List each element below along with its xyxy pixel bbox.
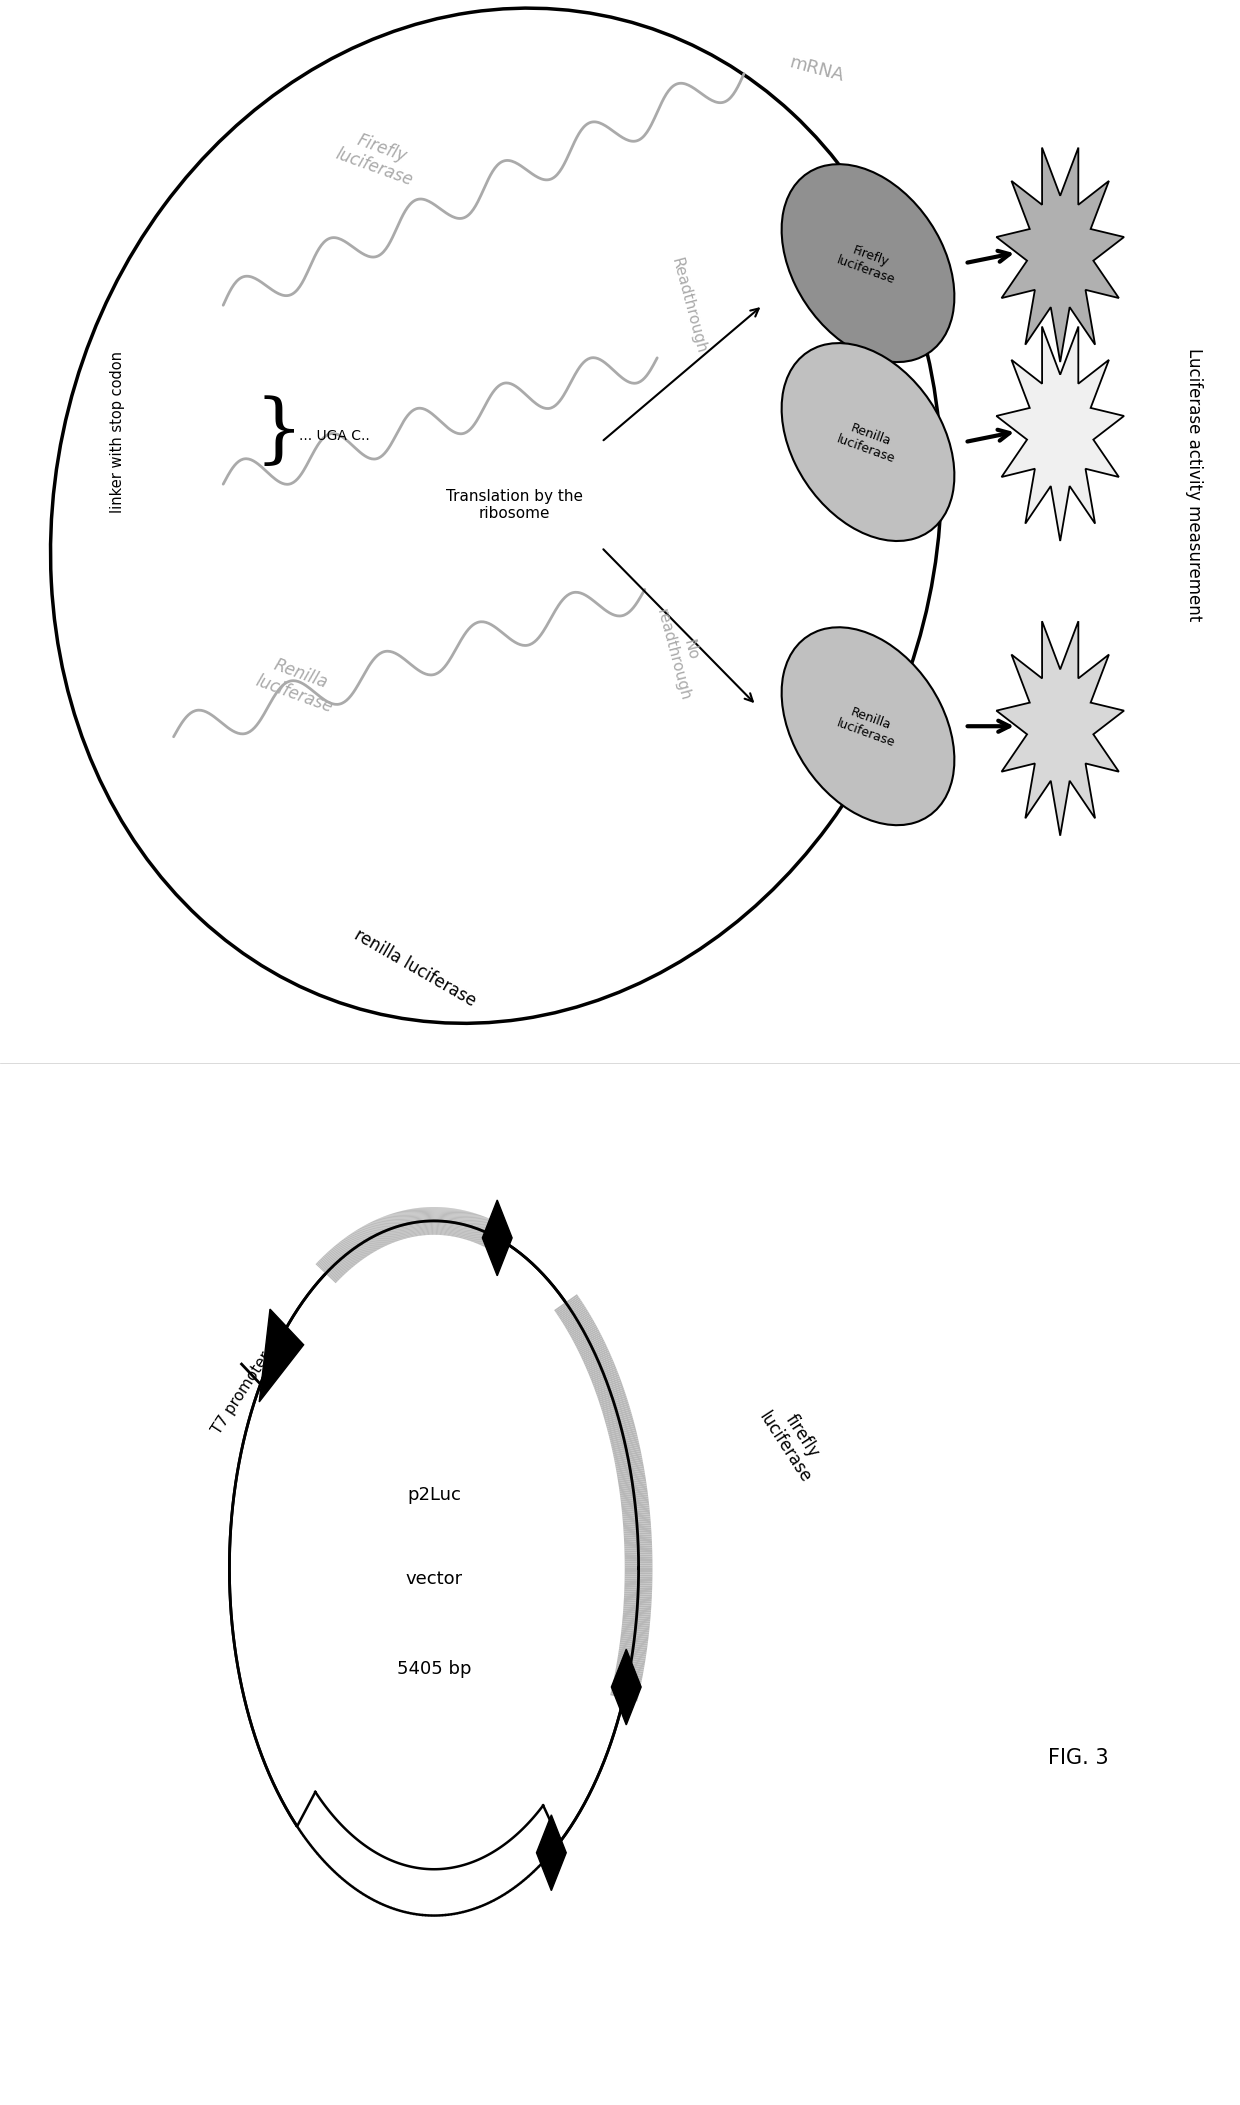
Polygon shape	[997, 326, 1123, 541]
Polygon shape	[537, 1815, 567, 1890]
Text: Renilla
luciferase: Renilla luciferase	[835, 419, 901, 465]
Ellipse shape	[781, 627, 955, 825]
Text: Readthrough: Readthrough	[668, 255, 708, 356]
Text: p2Luc: p2Luc	[407, 1486, 461, 1503]
Ellipse shape	[781, 164, 955, 362]
Text: linker with stop codon: linker with stop codon	[110, 352, 125, 512]
Text: Renilla
luciferase: Renilla luciferase	[835, 703, 901, 749]
Ellipse shape	[781, 343, 955, 541]
Text: mRNA: mRNA	[787, 53, 846, 86]
Text: Luciferase activity measurement: Luciferase activity measurement	[1185, 347, 1203, 621]
Polygon shape	[259, 1309, 304, 1402]
Polygon shape	[997, 147, 1123, 362]
Polygon shape	[611, 1648, 641, 1724]
Text: 5405 bp: 5405 bp	[397, 1661, 471, 1678]
Text: vector: vector	[405, 1570, 463, 1587]
Polygon shape	[482, 1200, 512, 1276]
Text: No
readthrough: No readthrough	[655, 602, 709, 703]
Text: renilla luciferase: renilla luciferase	[351, 926, 480, 1010]
Text: ... UGA C..: ... UGA C..	[299, 429, 371, 442]
Text: Translation by the
ribosome: Translation by the ribosome	[446, 488, 583, 522]
Text: }: }	[254, 394, 304, 469]
Text: Firefly
luciferase: Firefly luciferase	[835, 240, 901, 286]
Polygon shape	[997, 621, 1123, 836]
Text: Renilla
luciferase: Renilla luciferase	[253, 653, 342, 716]
Text: Firefly
luciferase: Firefly luciferase	[334, 126, 423, 189]
Text: FIG. 3: FIG. 3	[1049, 1747, 1109, 1768]
Text: T7 promoter: T7 promoter	[210, 1349, 274, 1438]
Text: firefly
luciferase: firefly luciferase	[755, 1398, 832, 1486]
